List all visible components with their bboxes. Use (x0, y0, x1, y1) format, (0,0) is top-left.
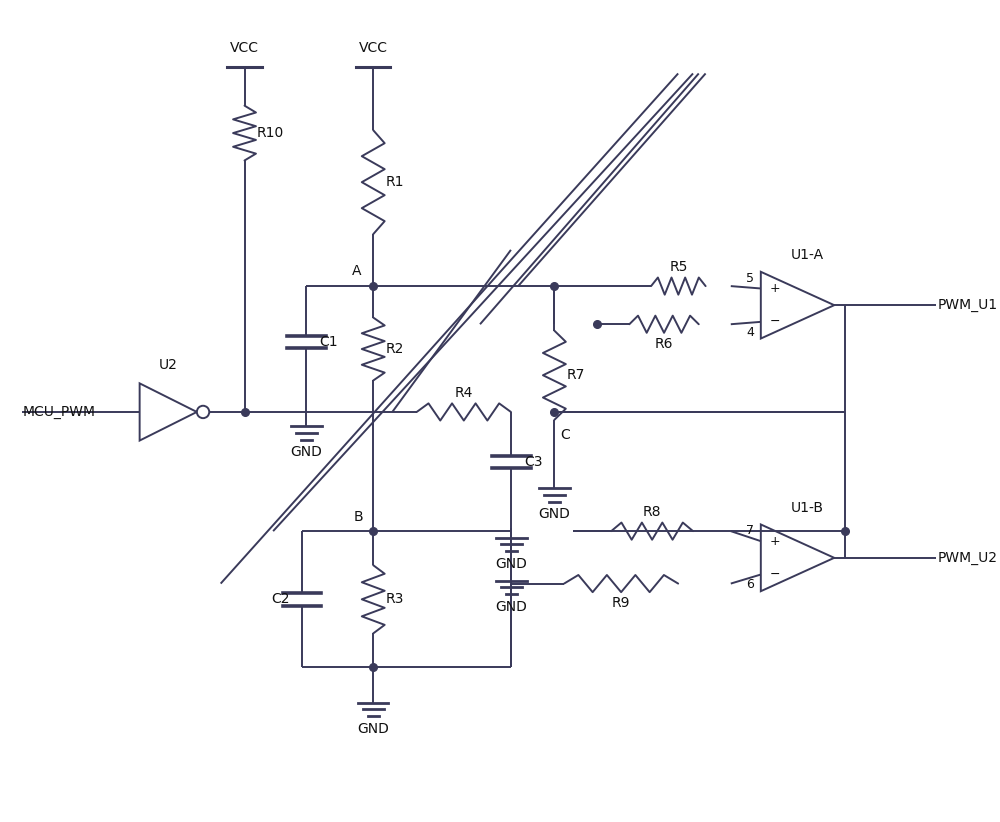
Text: C2: C2 (271, 593, 289, 607)
Text: C1: C1 (319, 335, 338, 349)
Text: GND: GND (496, 556, 527, 570)
Text: +: + (770, 534, 780, 547)
Text: VCC: VCC (359, 41, 388, 55)
Text: MCU_PWM: MCU_PWM (22, 405, 95, 419)
Text: 5: 5 (746, 271, 754, 284)
Text: U1-B: U1-B (791, 501, 824, 515)
Text: +: + (770, 282, 780, 295)
Text: C: C (560, 428, 570, 442)
Text: 4: 4 (746, 326, 754, 339)
Text: −: − (770, 568, 780, 581)
Text: A: A (352, 265, 362, 279)
Text: R8: R8 (643, 505, 661, 519)
Text: U1-A: U1-A (790, 248, 824, 262)
Text: 6: 6 (746, 579, 754, 591)
Text: R3: R3 (386, 593, 404, 607)
Text: R9: R9 (612, 596, 630, 610)
Text: GND: GND (357, 722, 389, 736)
Text: C3: C3 (524, 455, 542, 469)
Text: R10: R10 (257, 126, 284, 140)
Text: U2: U2 (159, 358, 178, 372)
Text: R4: R4 (455, 386, 473, 399)
Text: R2: R2 (386, 342, 404, 356)
Text: −: − (770, 316, 780, 328)
Text: VCC: VCC (230, 41, 259, 55)
Text: GND: GND (291, 446, 322, 459)
Text: R7: R7 (567, 368, 585, 382)
Text: GND: GND (538, 507, 570, 521)
Text: R5: R5 (669, 260, 688, 274)
Text: 7: 7 (746, 524, 754, 538)
Text: PWM_U1: PWM_U1 (938, 298, 998, 312)
Text: R6: R6 (655, 337, 673, 351)
Text: R1: R1 (386, 175, 404, 189)
Text: GND: GND (496, 600, 527, 614)
Text: B: B (354, 510, 364, 524)
Text: PWM_U2: PWM_U2 (938, 551, 998, 565)
